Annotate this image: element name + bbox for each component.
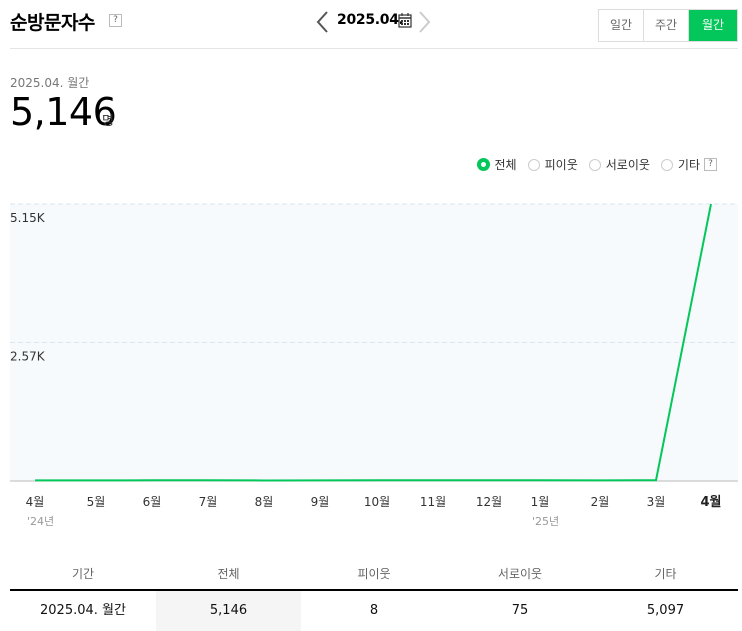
help-icon[interactable]: ? — [704, 158, 717, 171]
radio-icon — [660, 158, 673, 171]
column-header: 피이웃 — [357, 567, 391, 581]
stats-table: 기간 전체 피이웃 서로이웃 기타 2025.04. 월간 5,146 8 75… — [10, 562, 738, 631]
x-tick-label: 2월 — [591, 495, 610, 509]
table-cell: 5,146 — [156, 591, 301, 631]
tab-monthly[interactable]: 월간 — [689, 10, 737, 41]
chevron-left-icon[interactable] — [315, 10, 329, 34]
year-label: '25년 — [532, 515, 559, 528]
help-icon[interactable]: ? — [109, 14, 122, 27]
tab-weekly[interactable]: 주간 — [644, 10, 689, 41]
chart-legend: 전체 피이웃 서로이웃 기타? — [466, 156, 717, 173]
summary-unit: 명 — [102, 114, 114, 129]
column-header: 전체 — [217, 567, 240, 581]
x-tick-label: 4월 — [700, 494, 721, 510]
legend-label: 전체 — [494, 158, 517, 172]
tab-daily[interactable]: 일간 — [599, 10, 644, 41]
column-header: 기타 — [654, 567, 677, 581]
table-header: 기간 전체 피이웃 서로이웃 기타 — [10, 562, 738, 591]
x-tick-label: 4월 — [26, 495, 45, 509]
year-label: '24년 — [27, 515, 54, 528]
table-cell: 75 — [511, 603, 529, 618]
radio-icon — [476, 158, 490, 171]
radio-icon — [588, 158, 601, 171]
x-tick-label: 12월 — [476, 495, 502, 509]
x-tick-label: 7월 — [199, 495, 218, 509]
chevron-right-icon[interactable] — [418, 10, 432, 34]
x-tick-label: 10월 — [364, 495, 390, 509]
table-cell: 8 — [369, 603, 379, 618]
series-line — [34, 203, 712, 482]
column-header: 서로이웃 — [497, 567, 543, 581]
summary-value: 5,146 — [10, 90, 117, 134]
x-tick-label: 3월 — [647, 495, 666, 509]
legend-item-other[interactable]: 기타? — [660, 156, 717, 173]
calendar-icon[interactable] — [398, 13, 412, 28]
x-tick-label: 8월 — [255, 495, 274, 509]
line-chart: 2.57K 5.15K 4월 5월 6월 7월 8월 9월 10월 11월 12월 1월 2월 3월 4월 '… — [10, 203, 738, 528]
table-cell: 5,097 — [646, 603, 685, 618]
radio-icon — [527, 158, 540, 171]
x-tick-label: 5월 — [87, 495, 106, 509]
date-label: 2025.04. — [337, 12, 404, 28]
legend-label: 기타 — [677, 158, 700, 172]
x-tick-label: 6월 — [143, 495, 162, 509]
column-header: 기간 — [71, 567, 95, 581]
x-tick-label: 9월 — [311, 495, 330, 509]
legend-label: 서로이웃 — [605, 158, 650, 172]
period-toggle: 일간 주간 월간 — [598, 9, 738, 42]
legend-item-neighbor[interactable]: 피이웃 — [527, 156, 578, 173]
y-tick-label: 2.57K — [10, 350, 46, 364]
page-title: 순방문자수 — [10, 12, 95, 34]
table-cell: 2025.04. 월간 — [40, 603, 126, 618]
table-row: 2025.04. 월간 5,146 8 75 5,097 — [10, 591, 738, 631]
x-tick-label: 11월 — [420, 495, 446, 509]
y-tick-label: 5.15K — [10, 211, 46, 225]
legend-label: 피이웃 — [544, 158, 578, 172]
legend-item-mutual-neighbor[interactable]: 서로이웃 — [588, 156, 650, 173]
legend-item-all[interactable]: 전체 — [476, 156, 517, 173]
x-tick-label: 1월 — [531, 495, 550, 509]
summary-period: 2025.04. 월간 — [10, 76, 90, 90]
divider — [10, 48, 738, 49]
